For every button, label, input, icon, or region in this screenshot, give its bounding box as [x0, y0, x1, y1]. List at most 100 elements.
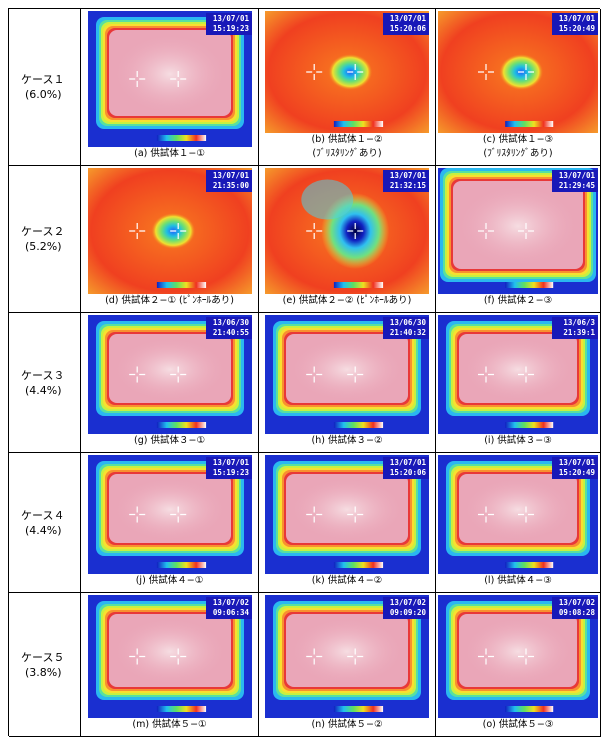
inner	[289, 617, 405, 686]
date-stamp: 13/07/01	[212, 171, 249, 180]
thermal-image: 13/07/0209:08:28	[438, 595, 598, 718]
color-scale	[156, 562, 205, 568]
caption-note: (ﾌﾞﾘｽﾀﾘﾝｸﾞあり)	[483, 147, 552, 161]
time-stamp: 15:20:06	[390, 468, 427, 477]
time-stamp: 15:20:06	[390, 24, 427, 33]
time-stamp: 09:09:20	[390, 608, 427, 617]
case-ratio: (4.4%)	[21, 383, 62, 398]
caption: (c) 供試体１−③	[483, 133, 553, 147]
caption: (j) 供試体４−①	[136, 574, 204, 588]
time-stamp: 15:20:49	[559, 468, 596, 477]
case-cell: ケース３(4.4%)	[9, 313, 81, 453]
date-stamp: 13/07/01	[212, 14, 249, 23]
caption: (o) 供試体５−③	[483, 718, 554, 732]
image-cell: 13/07/0115:20:49(l) 供試体４−③	[436, 453, 601, 593]
case-label: ケース２	[21, 224, 64, 239]
case-label: ケース５	[21, 650, 64, 665]
case-label: ケース４	[21, 508, 64, 523]
color-scale	[334, 121, 383, 127]
image-cell: 13/07/0121:32:15(e) 供試体２−② (ﾋﾟﾝﾎｰﾙあり)	[259, 166, 436, 313]
date-stamp: 13/07/01	[390, 171, 427, 180]
color-scale	[156, 282, 205, 288]
cool-spot	[301, 180, 353, 220]
color-scale	[156, 706, 205, 712]
case-ratio: (6.0%)	[21, 87, 62, 102]
case-cell: ケース２(5.2%)	[9, 166, 81, 313]
time-stamp: 21:32:15	[390, 181, 426, 190]
color-scale	[505, 422, 553, 428]
color-scale	[334, 562, 383, 568]
time-stamp: 21:29:45	[559, 181, 595, 190]
date-stamp: 13/07/01	[559, 171, 596, 180]
case-label: ケース３	[21, 368, 64, 383]
inner	[112, 617, 228, 686]
caption: (i) 供試体３−③	[484, 434, 552, 448]
inner	[289, 477, 405, 542]
case-cell: ケース４(4.4%)	[9, 453, 81, 593]
inner	[462, 617, 574, 686]
color-scale	[334, 706, 383, 712]
case-ratio: (3.8%)	[21, 665, 62, 680]
image-cell: 13/07/0115:20:06(b) 供試体１−②(ﾌﾞﾘｽﾀﾘﾝｸﾞあり)	[259, 9, 436, 166]
color-scale	[505, 562, 553, 568]
date-stamp: 13/06/30	[212, 318, 249, 327]
inner	[289, 337, 405, 402]
color-scale	[505, 121, 553, 127]
time-stamp: 15:19:23	[212, 468, 249, 477]
case-label: ケース１	[21, 72, 64, 87]
time-stamp: 21:35:00	[212, 181, 249, 190]
caption: (e) 供試体２−② (ﾋﾟﾝﾎｰﾙあり)	[283, 294, 412, 308]
time-stamp: 15:19:23	[212, 24, 249, 33]
caption: (h) 供試体３−②	[312, 434, 383, 448]
date-stamp: 13/07/01	[212, 458, 249, 467]
time-stamp: 21:40:55	[212, 328, 248, 337]
time-stamp: 15:20:49	[559, 24, 596, 33]
thermal-image: 13/07/0209:06:34	[88, 595, 252, 718]
image-cell: 13/06/3021:40:32(h) 供試体３−②	[259, 313, 436, 453]
color-scale	[505, 282, 553, 288]
color-scale	[505, 706, 553, 712]
caption: (a) 供試体１−①	[134, 147, 205, 161]
caption: (n) 供試体５−②	[312, 718, 383, 732]
inner	[112, 33, 228, 115]
caption-note: (ﾌﾞﾘｽﾀﾘﾝｸﾞあり)	[312, 147, 381, 161]
time-stamp: 21:39:1	[563, 328, 595, 337]
date-stamp: 13/07/02	[212, 598, 248, 607]
thermal-image: 13/07/0115:19:23	[88, 11, 252, 147]
caption: (l) 供試体４−③	[484, 574, 552, 588]
date-stamp: 13/07/01	[390, 458, 427, 467]
caption: (k) 供試体４−②	[312, 574, 382, 588]
inner	[456, 184, 580, 268]
case-ratio: (4.4%)	[21, 523, 62, 538]
inner	[462, 337, 574, 402]
color-scale	[156, 422, 205, 428]
thermal-image: 13/07/0121:32:15	[265, 168, 429, 294]
time-stamp: 09:08:28	[559, 608, 596, 617]
date-stamp: 13/06/30	[390, 318, 427, 327]
inner	[112, 477, 228, 542]
date-stamp: 13/07/01	[390, 14, 427, 23]
time-stamp: 09:06:34	[212, 608, 249, 617]
inner	[462, 477, 574, 542]
color-scale	[334, 422, 383, 428]
inner	[112, 337, 228, 402]
date-stamp: 13/07/01	[559, 458, 596, 467]
caption: (f) 供試体２−③	[484, 294, 552, 308]
